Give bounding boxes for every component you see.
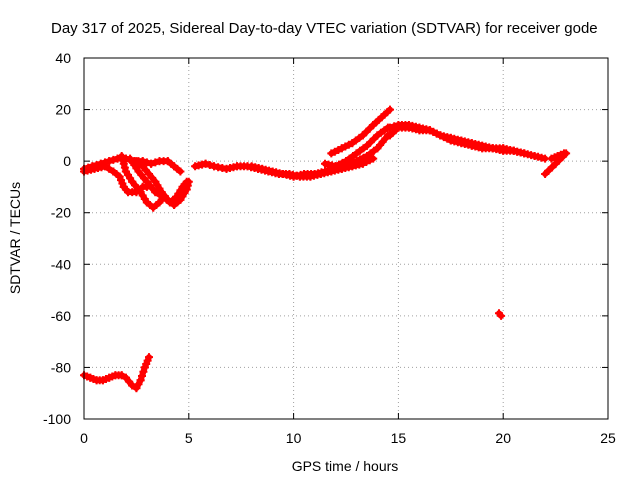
axes: 0 5 10 15 20 25 -100 -80 -60 -40 -20 0 20 40 bbox=[43, 50, 616, 446]
data-point bbox=[390, 122, 399, 131]
data-point bbox=[147, 159, 156, 168]
data-point bbox=[366, 138, 375, 147]
data-point bbox=[117, 371, 126, 380]
data-series-s5 bbox=[132, 157, 193, 209]
data-series-s13 bbox=[547, 149, 568, 163]
data-point bbox=[386, 123, 394, 132]
data-point bbox=[362, 127, 371, 136]
data-point bbox=[365, 124, 374, 133]
x-tick-label: 20 bbox=[495, 430, 511, 446]
x-tick-label: 0 bbox=[80, 430, 88, 446]
y-axis-label: SDTVAR / TECUs bbox=[7, 182, 23, 294]
data-point bbox=[560, 149, 568, 158]
x-tick-label: 5 bbox=[185, 430, 193, 446]
data-point bbox=[141, 166, 150, 175]
data-point bbox=[363, 141, 371, 150]
y-tick-label: -20 bbox=[51, 205, 71, 221]
data-series-group bbox=[80, 105, 571, 393]
data-series-s15 bbox=[495, 309, 506, 320]
data-point bbox=[520, 149, 529, 158]
x-tick-label: 10 bbox=[286, 430, 302, 446]
data-point bbox=[148, 173, 157, 182]
data-series-s7 bbox=[247, 131, 392, 181]
data-point bbox=[201, 159, 210, 168]
x-tick-label: 25 bbox=[600, 430, 616, 446]
data-point bbox=[151, 188, 160, 197]
y-tick-label: -100 bbox=[43, 411, 71, 427]
data-point bbox=[138, 372, 146, 380]
data-point bbox=[139, 367, 148, 376]
x-axis-label: GPS time / hours bbox=[292, 458, 399, 474]
y-tick-label: 40 bbox=[55, 50, 71, 66]
data-point bbox=[541, 154, 550, 163]
data-point bbox=[145, 170, 153, 178]
y-tick-label: 20 bbox=[55, 102, 71, 118]
x-tick-label: 15 bbox=[391, 430, 407, 446]
data-point bbox=[369, 134, 378, 143]
data-point bbox=[184, 177, 193, 186]
data-point bbox=[551, 159, 560, 168]
data-series-s8 bbox=[321, 123, 392, 171]
data-point bbox=[160, 192, 169, 200]
data-point bbox=[544, 166, 553, 175]
data-point bbox=[145, 353, 153, 362]
y-tick-label: -80 bbox=[51, 359, 71, 375]
y-tick-label: -40 bbox=[51, 256, 71, 272]
data-point bbox=[109, 155, 118, 164]
y-tick-label: -60 bbox=[51, 308, 71, 324]
data-point bbox=[176, 167, 185, 176]
data-point bbox=[105, 164, 114, 173]
plot-frame bbox=[83, 57, 609, 420]
data-point bbox=[369, 154, 378, 163]
data-point bbox=[541, 170, 550, 178]
data-series-s9 bbox=[327, 105, 394, 158]
data-point bbox=[121, 373, 130, 382]
data-point bbox=[205, 161, 214, 169]
data-point bbox=[497, 311, 506, 320]
chart-title: Day 317 of 2025, Sidereal Day-to-day VTE… bbox=[51, 20, 598, 37]
data-point bbox=[101, 162, 109, 171]
data-point bbox=[358, 131, 367, 140]
data-point bbox=[105, 157, 114, 166]
data-series-s11 bbox=[386, 121, 529, 158]
data-point bbox=[548, 163, 557, 172]
data-point bbox=[386, 105, 394, 114]
data-point bbox=[138, 162, 147, 171]
data-point bbox=[128, 381, 137, 390]
data-point bbox=[125, 377, 134, 386]
data-point bbox=[157, 188, 166, 197]
data-series-s14 bbox=[80, 353, 153, 393]
grid bbox=[84, 58, 608, 419]
data-point bbox=[142, 158, 151, 167]
y-tick-label: 0 bbox=[63, 153, 71, 169]
data-point bbox=[136, 376, 145, 385]
data-series-s3 bbox=[117, 152, 168, 212]
data-point bbox=[151, 158, 160, 167]
